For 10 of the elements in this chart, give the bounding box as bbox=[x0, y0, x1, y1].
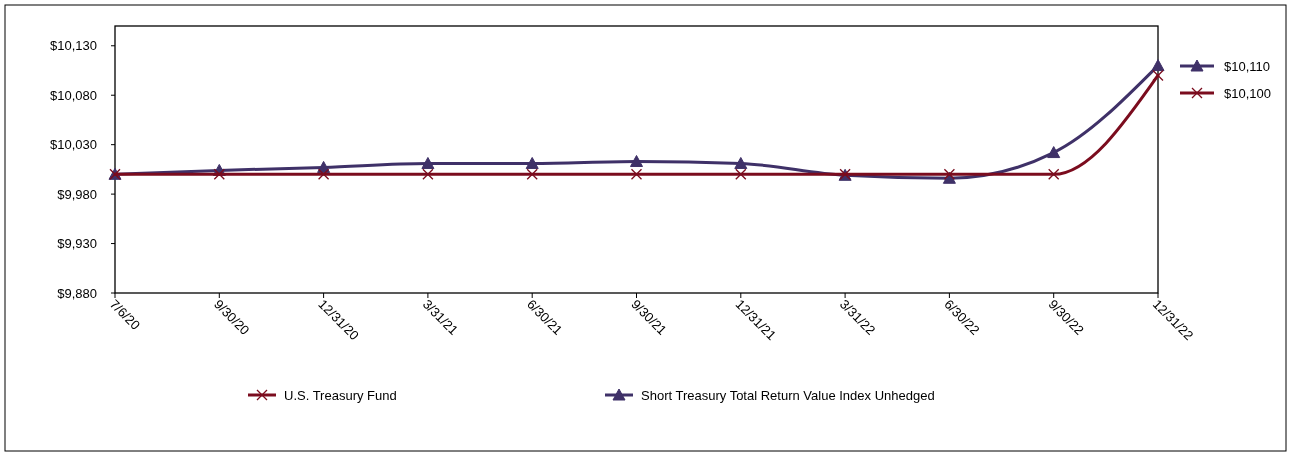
y-tick-label: $10,030 bbox=[50, 137, 97, 153]
text: $10,110 bbox=[1224, 58, 1271, 74]
legend-label: U.S. Treasury Fund bbox=[284, 387, 397, 403]
y-tick-label: $9,930 bbox=[57, 236, 97, 252]
y-tick-label: $10,080 bbox=[50, 87, 97, 103]
y-tick-label: $9,980 bbox=[57, 186, 97, 202]
legend-label: Short Treasury Total Return Value Index Unhedged bbox=[641, 387, 935, 403]
y-tick-label: $9,880 bbox=[57, 285, 97, 301]
y-tick-label: $10,130 bbox=[50, 38, 97, 54]
text: $10,100 bbox=[1224, 85, 1271, 101]
